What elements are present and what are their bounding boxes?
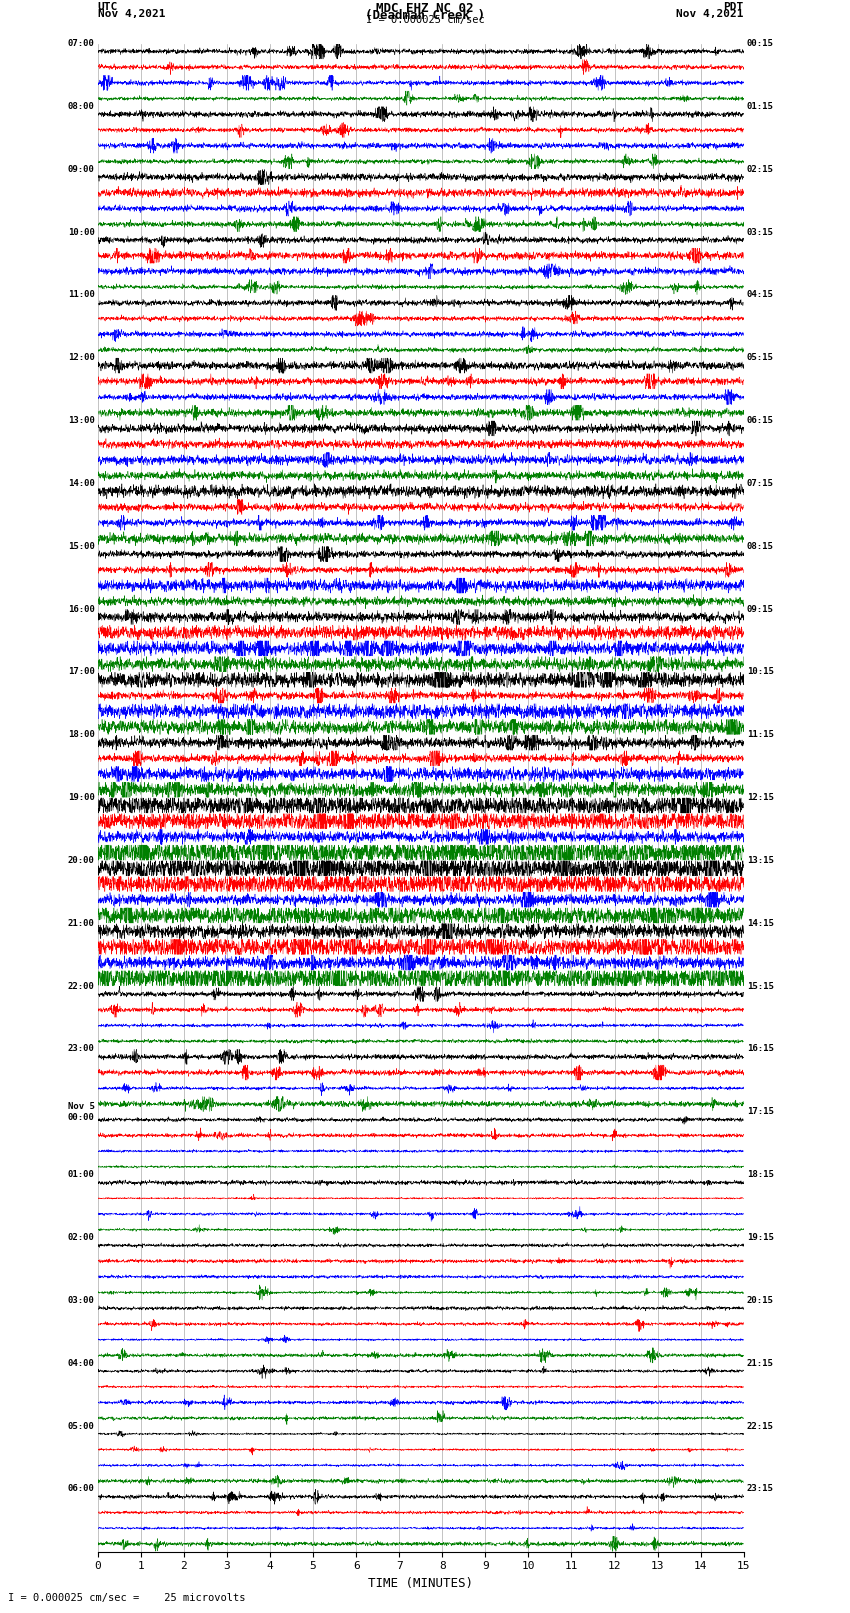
Text: 21:00: 21:00 (68, 919, 94, 927)
Text: I = 0.000025 cm/sec: I = 0.000025 cm/sec (366, 16, 484, 26)
Text: 08:00: 08:00 (68, 102, 94, 111)
Text: 08:15: 08:15 (747, 542, 774, 550)
Text: UTC: UTC (98, 3, 118, 13)
Text: 10:15: 10:15 (747, 668, 774, 676)
Text: 02:15: 02:15 (747, 165, 774, 174)
Text: 03:15: 03:15 (747, 227, 774, 237)
Text: 13:15: 13:15 (747, 857, 774, 865)
Text: 21:15: 21:15 (747, 1358, 774, 1368)
Text: 19:00: 19:00 (68, 794, 94, 802)
Text: 16:00: 16:00 (68, 605, 94, 613)
Text: 04:00: 04:00 (68, 1358, 94, 1368)
Text: 07:15: 07:15 (747, 479, 774, 487)
Text: 09:00: 09:00 (68, 165, 94, 174)
Text: 19:15: 19:15 (747, 1232, 774, 1242)
Text: 10:00: 10:00 (68, 227, 94, 237)
Text: 22:00: 22:00 (68, 982, 94, 990)
X-axis label: TIME (MINUTES): TIME (MINUTES) (368, 1578, 473, 1590)
Text: 17:00: 17:00 (68, 668, 94, 676)
Text: 14:00: 14:00 (68, 479, 94, 487)
Text: 12:00: 12:00 (68, 353, 94, 363)
Text: 17:15: 17:15 (747, 1108, 774, 1116)
Text: Nov 5
00:00: Nov 5 00:00 (68, 1102, 94, 1121)
Text: Nov 4,2021: Nov 4,2021 (677, 10, 744, 19)
Text: 01:00: 01:00 (68, 1169, 94, 1179)
Text: 20:15: 20:15 (747, 1295, 774, 1305)
Text: 15:15: 15:15 (747, 982, 774, 990)
Text: 11:00: 11:00 (68, 290, 94, 300)
Text: 22:15: 22:15 (747, 1421, 774, 1431)
Text: 06:00: 06:00 (68, 1484, 94, 1494)
Text: 00:15: 00:15 (747, 39, 774, 48)
Text: 14:15: 14:15 (747, 919, 774, 927)
Text: 05:15: 05:15 (747, 353, 774, 363)
Text: 05:00: 05:00 (68, 1421, 94, 1431)
Text: 06:15: 06:15 (747, 416, 774, 426)
Text: Nov 4,2021: Nov 4,2021 (98, 10, 165, 19)
Text: 15:00: 15:00 (68, 542, 94, 550)
Text: 23:00: 23:00 (68, 1045, 94, 1053)
Text: 03:00: 03:00 (68, 1295, 94, 1305)
Text: 04:15: 04:15 (747, 290, 774, 300)
Text: 07:00: 07:00 (68, 39, 94, 48)
Text: 09:15: 09:15 (747, 605, 774, 613)
Text: 11:15: 11:15 (747, 731, 774, 739)
Text: 23:15: 23:15 (747, 1484, 774, 1494)
Text: 01:15: 01:15 (747, 102, 774, 111)
Text: MDC EHZ NC 02: MDC EHZ NC 02 (377, 3, 473, 16)
Text: 20:00: 20:00 (68, 857, 94, 865)
Text: 12:15: 12:15 (747, 794, 774, 802)
Text: 18:15: 18:15 (747, 1169, 774, 1179)
Text: (Deadman Creek ): (Deadman Creek ) (365, 10, 485, 23)
Text: I = 0.000025 cm/sec =    25 microvolts: I = 0.000025 cm/sec = 25 microvolts (8, 1594, 246, 1603)
Text: 13:00: 13:00 (68, 416, 94, 426)
Text: PDT: PDT (723, 3, 744, 13)
Text: 02:00: 02:00 (68, 1232, 94, 1242)
Text: 18:00: 18:00 (68, 731, 94, 739)
Text: 16:15: 16:15 (747, 1045, 774, 1053)
